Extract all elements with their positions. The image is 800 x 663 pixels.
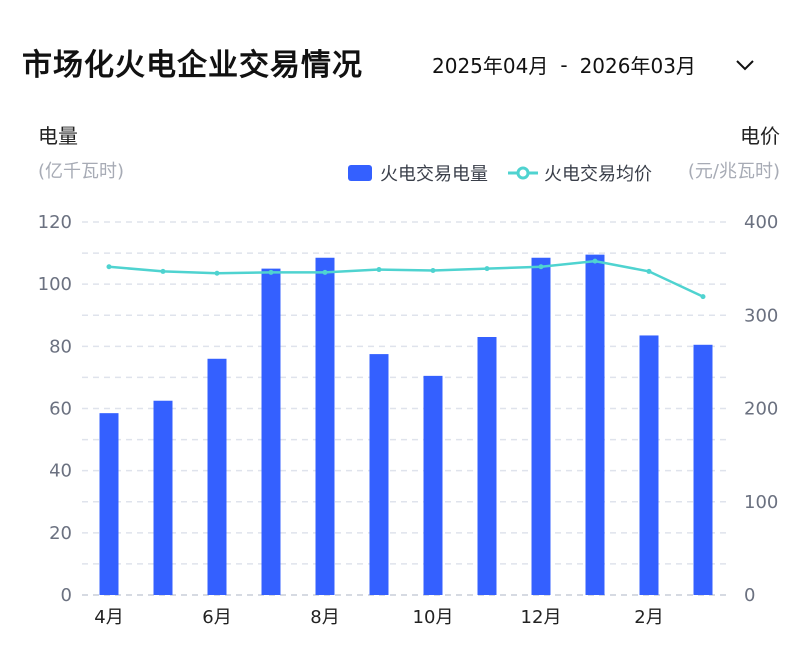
left-axis-label: 电量	[38, 124, 78, 148]
left-tick-label: 120	[38, 212, 72, 233]
chart-title: 市场化火电企业交易情况	[22, 48, 363, 83]
bar-5月[interactable]	[153, 400, 173, 595]
bar-12月[interactable]	[531, 257, 551, 595]
legend-bar-label: 火电交易电量	[380, 164, 488, 185]
legend-item-bar[interactable]: 火电交易电量	[348, 160, 488, 186]
bar-7月[interactable]	[261, 268, 281, 595]
legend-bar-swatch	[348, 165, 372, 181]
price-point-11月[interactable]	[484, 266, 490, 272]
range-separator: -	[560, 52, 568, 77]
bar-10月[interactable]	[423, 375, 443, 595]
legend-item-line[interactable]: 火电交易均价	[508, 160, 652, 186]
x-tick-label: 8月	[310, 607, 339, 628]
price-point-4月[interactable]	[106, 264, 112, 270]
price-point-2月[interactable]	[646, 268, 652, 274]
right-axis-label: 电价	[740, 124, 780, 148]
grid-lines	[82, 221, 730, 596]
left-tick-label: 20	[49, 523, 72, 544]
right-tick-label: 200	[744, 399, 778, 420]
range-start: 2025年04月	[432, 54, 549, 78]
x-tick-label: 12月	[521, 607, 562, 628]
legend-line-label: 火电交易均价	[544, 164, 652, 185]
bar-4月[interactable]	[99, 413, 119, 595]
left-tick-label: 80	[49, 336, 72, 357]
left-axis-ticks: 0 20 40 60 80 100 120	[38, 212, 72, 606]
price-point-9月[interactable]	[376, 267, 382, 273]
right-tick-label: 0	[744, 585, 755, 606]
price-line	[108, 259, 704, 298]
right-tick-label: 300	[744, 305, 778, 326]
date-range-selector[interactable]: 2025年04月 - 2026年03月	[432, 50, 756, 79]
left-tick-label: 0	[61, 585, 72, 606]
right-axis-ticks: 0 100 200 300 400	[744, 212, 778, 606]
chevron-down-icon[interactable]	[734, 54, 756, 76]
price-point-6月[interactable]	[214, 270, 220, 276]
x-tick-label: 10月	[413, 607, 454, 628]
left-tick-label: 60	[49, 399, 72, 420]
price-point-7月[interactable]	[268, 269, 274, 275]
bar-11月[interactable]	[477, 337, 497, 595]
right-tick-label: 400	[744, 212, 778, 233]
bar-9月[interactable]	[369, 354, 389, 595]
left-axis-unit: (亿千瓦时)	[38, 161, 125, 182]
x-tick-label: 4月	[94, 607, 123, 628]
range-end: 2026年03月	[579, 54, 696, 78]
price-point-12月[interactable]	[538, 264, 544, 270]
bar-8月[interactable]	[315, 257, 335, 595]
left-tick-label: 40	[49, 461, 72, 482]
left-tick-label: 100	[38, 274, 72, 295]
bar-2月[interactable]	[639, 335, 659, 595]
price-point-5月[interactable]	[160, 268, 166, 274]
bar-series	[99, 254, 713, 595]
right-tick-label: 100	[744, 492, 778, 513]
line-series	[106, 258, 706, 300]
bar-3月[interactable]	[693, 344, 713, 595]
bar-1月[interactable]	[585, 254, 605, 595]
price-point-10月[interactable]	[430, 267, 436, 273]
x-tick-label: 2月	[634, 607, 663, 628]
price-point-1月[interactable]	[592, 258, 598, 264]
price-point-3月[interactable]	[700, 294, 706, 300]
legend: 火电交易电量 火电交易均价	[348, 160, 672, 186]
right-axis-unit: (元/兆瓦时)	[687, 161, 780, 182]
x-tick-label: 6月	[202, 607, 231, 628]
price-point-8月[interactable]	[322, 269, 328, 275]
x-axis-ticks: 4月 6月 8月 10月 12月 2月	[94, 607, 663, 628]
bar-6月[interactable]	[207, 358, 227, 595]
legend-line-swatch	[508, 166, 538, 180]
